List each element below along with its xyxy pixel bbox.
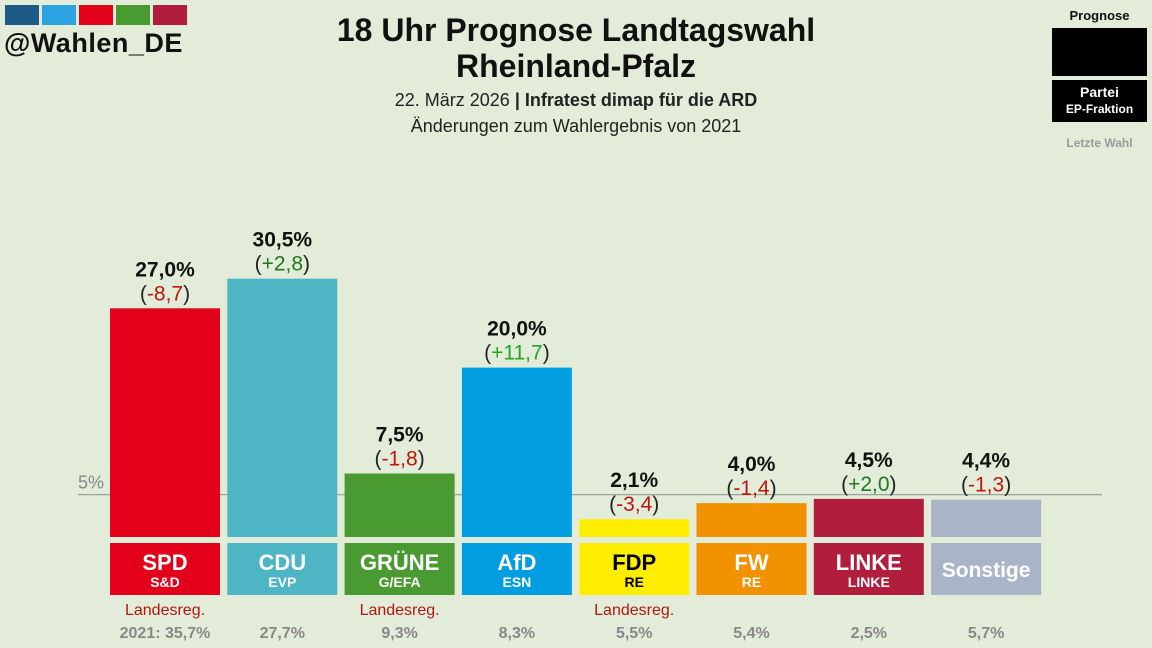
party-box-spd	[110, 543, 220, 595]
value-label-afd: 20,0%	[487, 318, 547, 341]
change-label-sonstige: (-1,3)	[961, 474, 1011, 497]
party-box-fw	[696, 543, 807, 595]
party-box-linke	[813, 543, 924, 595]
legend-party-label: Partei	[1080, 84, 1119, 100]
party-name-sonstige: Sonstige	[942, 559, 1031, 582]
bar-fdp	[579, 519, 690, 537]
value-label-cdu: 30,5%	[253, 229, 313, 252]
chart-title-line1: 18 Uhr Prognose Landtagswahl	[336, 12, 816, 48]
logo-block-5	[153, 5, 187, 25]
logo-block-3	[79, 5, 113, 25]
party-faction-cdu: EVP	[268, 574, 296, 590]
party-name-cdu: CDU	[258, 550, 306, 575]
previous-result-fdp: 5,5%	[616, 625, 652, 642]
poll-source: Infratest dimap für die ARD	[524, 90, 758, 110]
party-faction-fw: RE	[742, 574, 761, 590]
legend-title: Prognose	[1069, 8, 1130, 23]
government-label-spd: Landesreg.	[125, 602, 205, 619]
value-label-linke: 4,5%	[845, 449, 893, 472]
value-label-sonstige: 4,4%	[962, 450, 1010, 473]
change-label-fw: (-1,4)	[726, 477, 776, 500]
previous-result-cdu: 27,7%	[260, 625, 305, 642]
value-label-spd: 27,0%	[135, 258, 195, 281]
bar-linke	[813, 498, 924, 537]
change-label-afd: (+11,7)	[484, 342, 550, 365]
party-faction-afd: ESN	[503, 574, 532, 590]
bar-fw	[696, 503, 807, 537]
previous-result-fw: 5,4%	[733, 625, 769, 642]
chart-subtitle: Änderungen zum Wahlergebnis von 2021	[410, 116, 742, 136]
party-name-gr-ne: GRÜNE	[360, 550, 439, 575]
legend-faction-label: EP-Fraktion	[1065, 102, 1134, 116]
brand-logo-strip	[5, 5, 187, 25]
value-label-gr-ne: 7,5%	[376, 423, 424, 446]
legend-party-box: Partei EP-Fraktion	[1052, 80, 1147, 122]
threshold-label: 5%	[78, 473, 104, 493]
party-box-gr-ne	[344, 543, 455, 595]
party-name-spd: SPD	[142, 550, 187, 575]
legend-last-election: Letzte Wahl	[1066, 136, 1133, 150]
bar-afd	[461, 367, 572, 537]
government-label-gr-ne: Landesreg.	[360, 602, 440, 619]
party-name-linke: LINKE	[836, 550, 902, 575]
change-label-gr-ne: (-1,8)	[375, 447, 425, 470]
party-faction-fdp: RE	[624, 574, 643, 590]
bar-gr-ne	[344, 473, 455, 537]
poll-date: 22. März 2026	[394, 90, 510, 110]
change-label-cdu: (+2,8)	[255, 253, 310, 276]
party-name-fw: FW	[734, 550, 768, 575]
change-label-spd: (-8,7)	[140, 282, 190, 305]
value-label-fdp: 2,1%	[610, 469, 658, 492]
party-faction-gr-ne: G/EFA	[379, 574, 421, 590]
change-label-fdp: (-3,4)	[609, 493, 659, 516]
brand-handle: @Wahlen_DE	[4, 28, 183, 58]
party-faction-spd: S&D	[150, 574, 180, 590]
previous-result-gr-ne: 9,3%	[381, 625, 417, 642]
previous-result-spd: 2021: 35,7%	[120, 625, 211, 642]
meta-separator: |	[514, 90, 520, 110]
previous-result-afd: 8,3%	[499, 625, 535, 642]
bar-cdu	[227, 278, 338, 537]
party-faction-linke: LINKE	[848, 574, 890, 590]
logo-block-1	[5, 5, 39, 25]
party-box-sonstige	[931, 543, 1042, 595]
party-box-cdu	[227, 543, 338, 595]
previous-result-linke: 2,5%	[851, 625, 887, 642]
value-label-fw: 4,0%	[728, 453, 776, 476]
logo-block-2	[42, 5, 76, 25]
legend-bar-swatch	[1052, 28, 1147, 76]
government-label-fdp: Landesreg.	[594, 602, 674, 619]
party-box-fdp	[579, 543, 690, 595]
previous-result-sonstige: 5,7%	[968, 625, 1004, 642]
party-box-afd	[461, 543, 572, 595]
bar-spd	[110, 308, 220, 537]
party-name-afd: AfD	[497, 550, 536, 575]
change-label-linke: (+2,0)	[841, 473, 896, 496]
chart-meta-line: 22. März 2026 | Infratest dimap für die …	[226, 90, 926, 111]
party-name-fdp: FDP	[612, 550, 656, 575]
logo-block-4	[116, 5, 150, 25]
bar-sonstige	[931, 499, 1042, 537]
chart-title-line2: Rheinland-Pfalz	[455, 48, 696, 84]
